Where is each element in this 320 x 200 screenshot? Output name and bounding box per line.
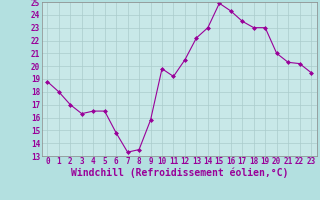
X-axis label: Windchill (Refroidissement éolien,°C): Windchill (Refroidissement éolien,°C) (70, 168, 288, 178)
